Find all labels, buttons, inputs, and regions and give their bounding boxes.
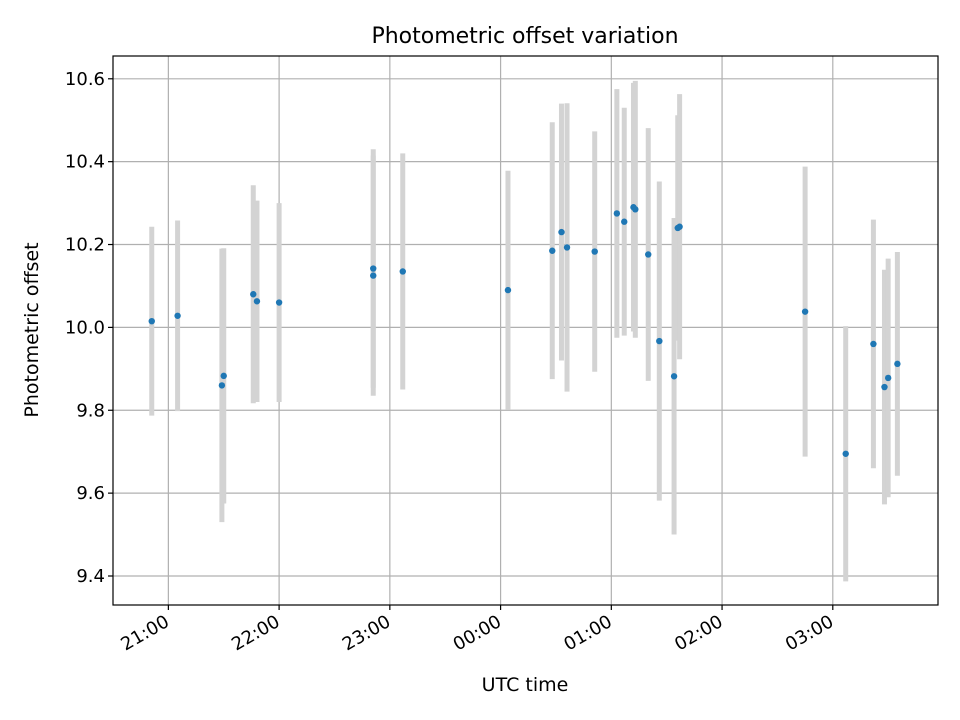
data-point [253,298,261,305]
grid [113,56,938,605]
data-point [218,382,226,389]
data-point [842,450,849,457]
error-bars [149,80,900,582]
data-point [591,248,598,255]
y-tick-label: 10.2 [65,235,105,256]
data-point [563,244,571,251]
y-tick-label: 9.8 [76,400,105,421]
data-point [884,374,892,382]
data-point [656,337,663,345]
data-point [676,223,683,230]
y-tick-label: 9.6 [76,483,105,504]
x-tick-label: 03:00 [782,611,837,655]
x-tick-label: 02:00 [671,611,726,655]
x-axis-label: UTC time [482,674,569,696]
plot-frame [112,55,939,606]
y-axis-ticks: 9.4 9.6 9.8 10.0 10.2 10.4 10.6 [65,69,113,587]
data-point [370,272,377,279]
data-point [894,360,901,368]
chart-title: Photometric offset variation [371,24,678,49]
data-point [621,218,628,225]
y-tick-label: 10.4 [65,152,105,173]
data-point [250,291,257,298]
data-point [670,373,678,380]
data-point [613,210,621,217]
data-points [148,204,901,457]
x-axis-ticks: 21:00 22:00 23:00 00:00 01:00 02:00 03:00 [117,605,837,655]
data-point [504,286,512,294]
data-point [220,372,227,380]
data-point [399,268,406,275]
data-point [870,340,877,348]
data-point [148,317,155,325]
x-tick-label: 01:00 [560,611,615,655]
y-axis-label: Photometric offset [21,242,43,417]
x-tick-label: 22:00 [228,611,283,655]
y-tick-label: 10.6 [65,69,105,90]
x-tick-label: 23:00 [339,611,394,655]
data-point [558,228,565,236]
data-point [801,308,809,315]
y-tick-label: 9.4 [76,566,105,587]
data-point [549,247,556,254]
y-tick-label: 10.0 [65,317,105,338]
data-point [275,299,283,306]
data-point [632,206,639,213]
data-point [645,251,652,258]
data-point [370,265,377,272]
x-tick-label: 00:00 [450,611,505,655]
x-tick-label: 21:00 [117,611,172,655]
data-point [174,312,181,319]
data-point [881,383,888,391]
